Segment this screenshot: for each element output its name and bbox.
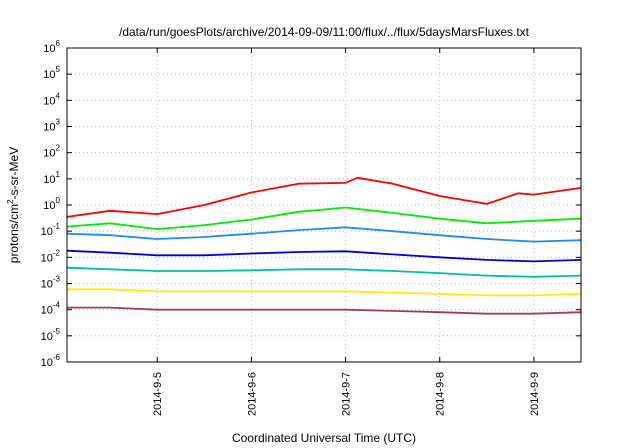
y-tick-label: 10-4 [41, 301, 61, 317]
axis-ticks [67, 47, 581, 363]
y-tick-label: 106 [43, 39, 60, 55]
y-tick-label: 102 [43, 144, 60, 160]
y-tick-label-base: 10 [43, 148, 55, 160]
series-group [66, 176, 582, 315]
y-tick-label-base: 10 [41, 331, 53, 343]
y-axis-tick-labels: 10-610-510-410-310-210-11001011021031041… [41, 39, 61, 369]
y-tick-label-base: 10 [43, 200, 55, 212]
y-tick-label-base: 10 [43, 69, 55, 81]
x-tick-label: 2014-9-6 [246, 372, 258, 416]
y-tick-label-exponent: -5 [53, 327, 61, 336]
series-line-3 [66, 226, 582, 243]
y-tick-label-exponent: 6 [56, 39, 61, 48]
x-tick-label: 2014-9-8 [435, 372, 447, 416]
series-line-4 [66, 249, 582, 263]
y-tick-label: 101 [43, 170, 60, 186]
y-tick-label-exponent: -4 [53, 301, 61, 310]
y-tick-label-exponent: 5 [56, 65, 61, 74]
y-tick-label: 103 [43, 118, 60, 134]
y-tick-label: 10-3 [41, 275, 61, 291]
y-tick-label-exponent: 0 [56, 196, 61, 205]
y-tick-label-base: 10 [41, 357, 53, 369]
y-tick-label: 104 [43, 91, 60, 107]
series-line-5 [66, 266, 582, 278]
y-tick-label: 100 [43, 196, 60, 212]
y-tick-label-base: 10 [41, 279, 53, 291]
y-axis-label-exponent: 2 [6, 199, 15, 204]
chart-title: /data/run/goesPlots/archive/2014-09-09/1… [119, 25, 530, 39]
y-tick-label-base: 10 [41, 252, 53, 264]
y-tick-label-base: 10 [41, 305, 53, 317]
x-axis-label: Coordinated Universal Time (UTC) [232, 431, 416, 445]
y-tick-label: 105 [43, 65, 60, 81]
x-tick-label: 2014-9-9 [529, 372, 541, 416]
y-tick-label: 10-1 [41, 222, 61, 238]
x-tick-label: 2014-9-7 [341, 372, 353, 416]
series-line-2 [66, 206, 582, 230]
y-tick-label: 10-6 [41, 353, 61, 369]
y-tick-label-exponent: 4 [56, 91, 61, 100]
series-line-6 [67, 288, 582, 297]
y-tick-label-exponent: 3 [56, 118, 61, 127]
grid [67, 48, 581, 362]
y-tick-label-base: 10 [41, 226, 53, 238]
y-tick-label-base: 10 [43, 43, 55, 55]
y-tick-label-base: 10 [43, 174, 55, 186]
y-axis-label-main: protons/cm [7, 204, 21, 263]
x-tick-label: 2014-9-5 [152, 372, 164, 416]
y-tick-label-exponent: -2 [53, 248, 61, 257]
y-tick-label: 10-2 [41, 248, 61, 264]
y-tick-label-exponent: -6 [53, 353, 61, 362]
series-line-7 [67, 306, 582, 315]
y-tick-label: 10-5 [41, 327, 61, 343]
y-tick-label-exponent: -1 [53, 222, 61, 231]
series-line-1 [66, 176, 582, 218]
y-axis-label: protons/cm2-s-sr-MeV [6, 147, 21, 263]
y-tick-label-exponent: 1 [56, 170, 61, 179]
y-tick-label-base: 10 [43, 122, 55, 134]
y-tick-label-exponent: 2 [56, 144, 61, 153]
x-axis-tick-labels: 2014-9-5 2014-9-6 2014-9-7 2014-9-8 2014-9-9 [152, 372, 541, 416]
y-tick-label-base: 10 [43, 95, 55, 107]
y-axis-label-unit: -s-sr-MeV [7, 147, 21, 200]
y-tick-label-exponent: -3 [53, 275, 61, 284]
